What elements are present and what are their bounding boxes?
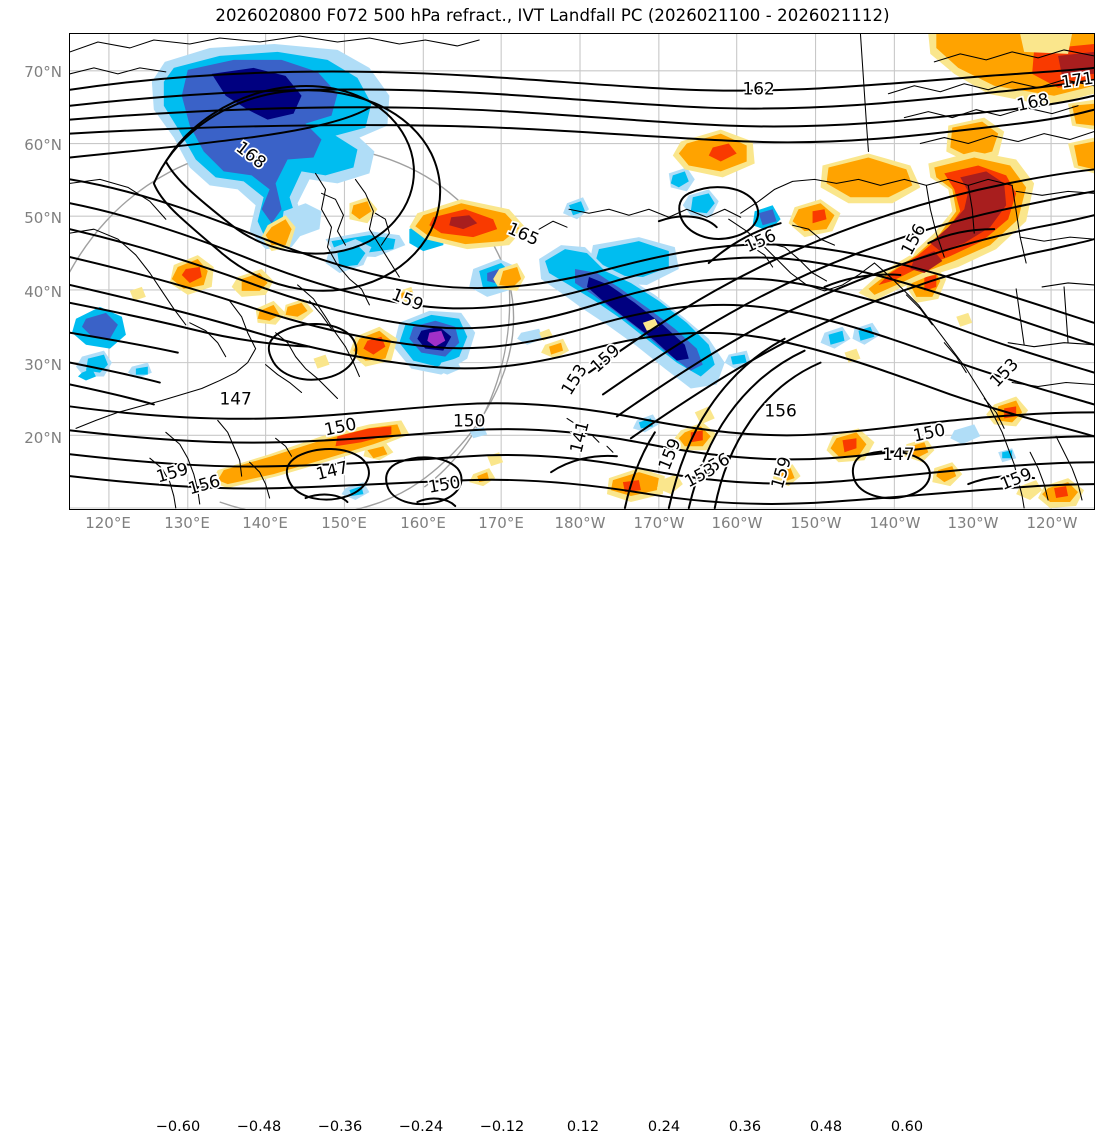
shade-positive xyxy=(622,480,641,493)
shade-positive xyxy=(265,219,292,246)
colorbar-tick-label: −0.24 xyxy=(398,1119,444,1135)
shade-negative xyxy=(586,276,689,361)
contour-label: 150 xyxy=(427,472,462,497)
shade-negative xyxy=(427,330,446,347)
contour-label: 150 xyxy=(453,410,485,430)
shade-negative xyxy=(758,209,777,226)
shade-positive xyxy=(708,143,737,162)
lat-tick-label: 60°N xyxy=(24,136,62,154)
contour-label: 165 xyxy=(505,218,543,249)
figure-title: 2026020800 F072 500 hPa refract., IVT La… xyxy=(215,6,890,25)
lon-tick-label: 160°E xyxy=(400,514,446,532)
shade-negative xyxy=(77,368,96,381)
contour-label: 147 xyxy=(219,388,251,408)
lat-tick-label: 40°N xyxy=(24,283,62,301)
colorbar-tick-label: 0.36 xyxy=(728,1119,762,1135)
colorbar-tick-label: −0.60 xyxy=(155,1119,201,1135)
colorbar-tick-label: −0.12 xyxy=(479,1119,525,1135)
colorbar-tick-label: 0.48 xyxy=(809,1119,843,1135)
contour-label: 147 xyxy=(882,444,914,464)
shade-positive xyxy=(181,267,202,283)
lon-tick-label: 150°E xyxy=(321,514,367,532)
shade-negative xyxy=(950,424,981,445)
lon-tick-label: 160°W xyxy=(711,514,763,532)
colorbar-tick-label: 0.24 xyxy=(647,1119,681,1135)
lat-tick-label: 30°N xyxy=(24,356,62,374)
shade-positive xyxy=(1054,486,1069,499)
lon-tick-label: 140°W xyxy=(869,514,921,532)
contour-label: 153 xyxy=(985,354,1022,391)
contour-label: 141 xyxy=(566,419,593,455)
shade-positive xyxy=(449,215,478,230)
shade-positive xyxy=(1016,480,1043,501)
shade-negative xyxy=(730,354,747,365)
shade-negative xyxy=(670,171,689,188)
lat-tick-label: 50°N xyxy=(24,209,62,227)
shade-negative xyxy=(690,193,715,214)
colorbar-tick-label: 0.12 xyxy=(566,1119,600,1135)
shade-negative xyxy=(135,366,148,375)
shade-positive xyxy=(549,342,564,355)
lon-tick-label: 120°W xyxy=(1026,514,1078,532)
shade-positive xyxy=(1072,103,1094,126)
contour-label: 156 xyxy=(764,400,796,420)
shade-negative xyxy=(81,312,118,339)
shade-positive xyxy=(842,438,857,453)
contour-label: 171 xyxy=(1060,68,1094,92)
colorbar-tick-label: 0.60 xyxy=(890,1119,924,1135)
shade-positive xyxy=(363,336,386,355)
shade-positive xyxy=(499,267,522,287)
shade-positive xyxy=(812,209,827,224)
lon-tick-label: 130°W xyxy=(947,514,999,532)
lon-tick-label: 170°W xyxy=(633,514,685,532)
lon-tick-label: 120°E xyxy=(85,514,131,532)
colorbar-tick-label: −0.36 xyxy=(317,1119,363,1135)
shade-positive xyxy=(401,290,412,299)
lon-tick-label: 170°E xyxy=(478,514,524,532)
shade-positive xyxy=(335,426,392,447)
shade-negative xyxy=(828,330,845,345)
lon-tick-label: 150°W xyxy=(790,514,842,532)
lat-tick-label: 70°N xyxy=(24,63,62,81)
contour-label: 162 xyxy=(742,79,774,99)
shade-positive xyxy=(313,354,330,369)
shade-negative xyxy=(85,354,108,373)
shade-positive xyxy=(956,312,973,327)
shade-positive xyxy=(351,201,372,220)
shade-positive xyxy=(1020,34,1073,54)
figure-root: 2026020800 F072 500 hPa refract., IVT La… xyxy=(0,6,1105,1135)
shade-positive xyxy=(129,286,146,301)
shade-positive xyxy=(778,468,795,483)
refractivity-contours xyxy=(70,66,1094,509)
contour-label: 156 xyxy=(186,470,223,498)
lat-tick-label: 20°N xyxy=(24,429,62,447)
colorbar: −0.60 −0.48 −0.36 −0.24 −0.12 0.12 0.24 … xyxy=(0,540,1105,1135)
contour-label: 159 xyxy=(389,284,427,315)
map-canvas: 162 168 171 168 165 156 156 159 153 159 … xyxy=(70,34,1094,509)
shade-positive xyxy=(910,251,943,273)
shade-positive xyxy=(930,171,1007,252)
shade-positive xyxy=(924,274,937,291)
lon-tick-label: 180°W xyxy=(554,514,606,532)
lon-tick-label: 140°E xyxy=(242,514,288,532)
shade-positive xyxy=(1074,141,1094,170)
colorbar-canvas xyxy=(0,540,1105,604)
shade-positive xyxy=(285,302,308,317)
shade-positive xyxy=(367,446,388,459)
lon-tick-label: 130°E xyxy=(164,514,210,532)
shade-positive xyxy=(826,157,913,198)
contour-label: 153 xyxy=(557,360,591,398)
map-plot-area: 162 168 171 168 165 156 156 159 153 159 … xyxy=(69,33,1095,510)
shade-negative xyxy=(437,358,462,375)
contour-label: 150 xyxy=(911,419,947,445)
colorbar-tick-label: −0.48 xyxy=(236,1119,282,1135)
